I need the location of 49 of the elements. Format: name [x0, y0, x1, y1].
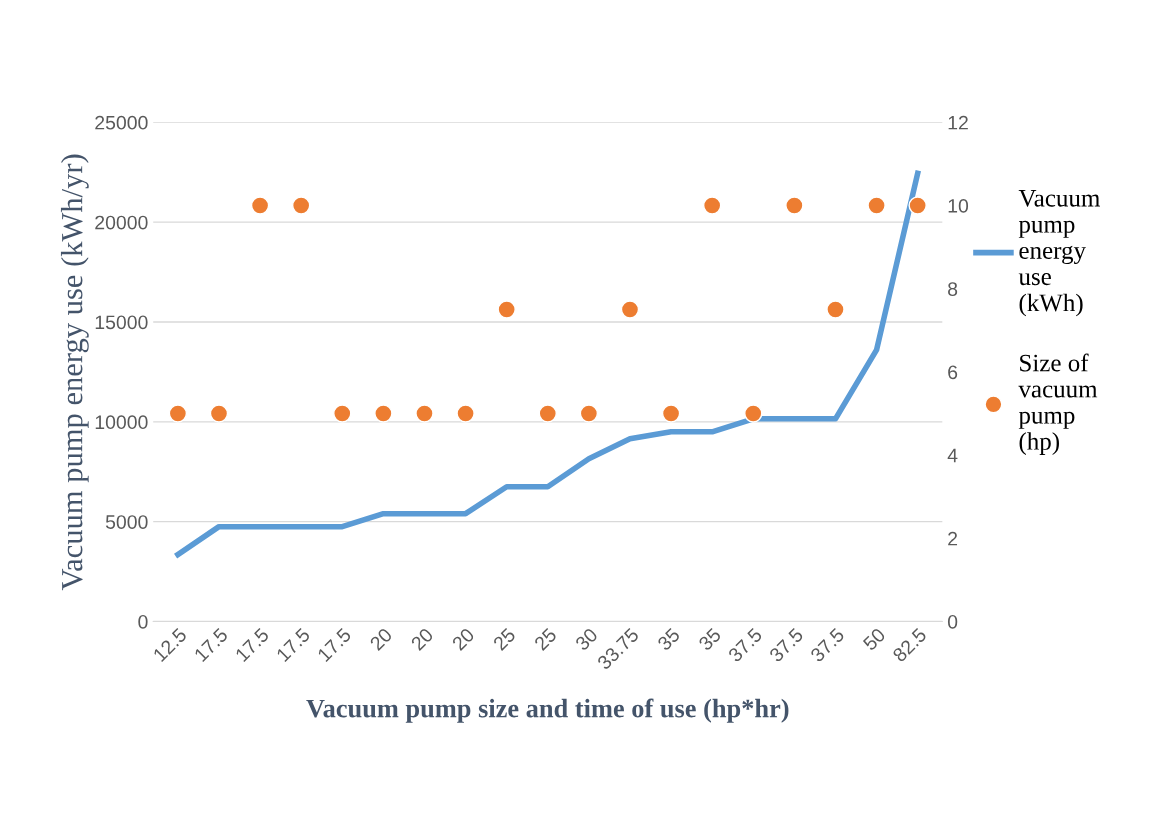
point — [291, 196, 311, 215]
y-tick-label: 20000 — [95, 215, 148, 230]
y-axis-title: Vacuum pump energy use (kWh/yr) — [60, 154, 89, 591]
x-tick-label: 20 — [451, 627, 476, 652]
point — [867, 196, 886, 215]
point — [785, 196, 804, 215]
x-tick-label: 30 — [574, 627, 599, 652]
legend-label: Size of vacuum pump (hp) — [1018, 353, 1098, 455]
y2-tick-label: 12 — [948, 115, 968, 130]
point — [456, 404, 475, 423]
y2-tick-label: 8 — [948, 282, 958, 296]
x-tick-label: 37.5 — [809, 627, 845, 663]
y2-tick-label: 0 — [947, 614, 958, 629]
x-tick-label: 25 — [492, 627, 517, 652]
x-tick-label: 20 — [410, 627, 435, 652]
x-tick-label: 35 — [697, 627, 722, 652]
y-tick-label: 25000 — [95, 115, 148, 130]
point — [826, 300, 845, 319]
point — [497, 300, 516, 319]
x-tick-label: 35 — [656, 627, 681, 652]
x-tick-label: 25 — [533, 627, 558, 652]
point — [168, 404, 188, 423]
point — [579, 404, 599, 423]
point — [538, 404, 557, 423]
y-tick-label: 10000 — [95, 415, 148, 430]
point — [661, 404, 681, 423]
x-tick-label: 20 — [369, 627, 393, 652]
x-tick-label: 50 — [862, 627, 887, 652]
x-axis-title: Vacuum pump size and time of use (hp*hr) — [306, 698, 789, 723]
point — [744, 404, 763, 423]
point — [374, 404, 393, 423]
point — [702, 196, 722, 215]
y-tick-label: 5000 — [105, 515, 148, 529]
legend-label: Vacuum pump energy use (kWh) — [1018, 190, 1100, 317]
point — [415, 404, 434, 423]
point — [620, 300, 640, 319]
point — [250, 196, 270, 215]
y2-tick-label: 6 — [948, 365, 958, 380]
x-tick-label: 82.5 — [891, 627, 928, 663]
point — [209, 404, 229, 423]
y2-tick-label: 4 — [947, 448, 958, 463]
y-tick-label: 15000 — [95, 315, 148, 330]
y-tick-label: 0 — [138, 614, 148, 629]
point — [333, 404, 352, 423]
point — [908, 196, 927, 215]
x-tick-label: 37.5 — [768, 627, 804, 663]
x-tick-label: 37.5 — [727, 627, 763, 663]
y2-tick-label: 10 — [948, 198, 969, 213]
y2-tick-label: 2 — [948, 531, 958, 546]
